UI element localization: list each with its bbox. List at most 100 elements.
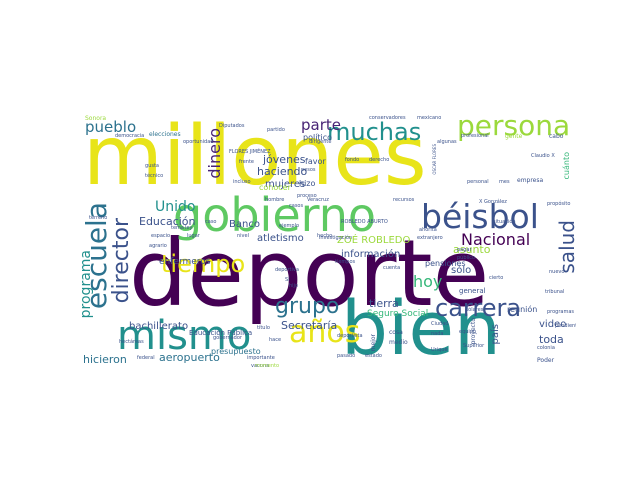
word: programas (547, 309, 575, 315)
word: conocer (259, 183, 291, 192)
word: persona (457, 110, 571, 142)
word: hombre (265, 197, 285, 203)
word: tema (171, 225, 184, 231)
word: Banco (229, 219, 260, 230)
word: agrario (149, 243, 167, 249)
word: general (459, 287, 486, 295)
word: incluso (233, 179, 251, 185)
word: algunas (437, 139, 457, 145)
word: mes (499, 179, 510, 185)
word: estado (365, 353, 382, 359)
word: gobierno (173, 188, 377, 242)
word: elecciones (149, 131, 181, 138)
word: espacio (151, 233, 171, 239)
word: Educación (139, 215, 196, 228)
word: grupo (275, 294, 340, 319)
word: muchas (327, 118, 422, 146)
word: tribunal (545, 289, 565, 295)
word: Superior (463, 343, 485, 349)
word: gobernador (213, 335, 242, 341)
word: haciendo (257, 165, 308, 178)
word: hoy (413, 272, 443, 291)
word: Secretaría (281, 319, 338, 332)
word: investigación (319, 235, 353, 241)
word: empresa (517, 177, 544, 184)
word: Ciudad (431, 321, 449, 327)
word: hijo (289, 283, 299, 289)
word: ZOÉ ROBLEDO (337, 235, 411, 246)
word: gente (505, 133, 523, 140)
word: nuevo (549, 269, 565, 275)
word: salud (555, 220, 576, 274)
word: ley (185, 225, 193, 231)
word: video (539, 319, 567, 330)
word: deportista (337, 333, 363, 339)
word: dólares (465, 307, 484, 313)
word: director (109, 218, 134, 304)
word: público (457, 255, 476, 261)
word: años (289, 315, 361, 350)
word: ahorita (419, 227, 437, 233)
word: equipo (459, 329, 477, 335)
word: Diputados (219, 123, 245, 129)
word: ejemplo (279, 223, 300, 229)
word: colonia (537, 345, 555, 351)
word: Urique (431, 347, 448, 353)
word: nada (431, 331, 444, 337)
word: cosa (389, 329, 403, 336)
word: pendiente (555, 323, 576, 329)
word: ROBLEDO ABURTO (341, 219, 388, 225)
word: nivel (237, 233, 249, 239)
word: OSCAR FLORES (432, 144, 437, 175)
word: lugar (187, 233, 200, 239)
word: terreno (89, 215, 108, 221)
word: proceso (297, 193, 317, 199)
word: favor (305, 157, 326, 166)
word: mejor (370, 334, 377, 352)
word: oportunidad (183, 139, 214, 145)
word: Nacional (461, 230, 531, 249)
word: millones (83, 110, 427, 204)
word: partido (267, 127, 285, 133)
word: medio (389, 339, 408, 346)
word: pesos (301, 167, 316, 173)
word-cloud: deporte millones bien gobierno béisbol m… (79, 110, 576, 378)
word: gusta (145, 163, 159, 169)
word: deportiva (275, 267, 299, 273)
word: fondo (345, 157, 360, 163)
word: tierra (369, 297, 399, 310)
word: Educación Pública (189, 329, 253, 337)
word: béisbol (421, 197, 539, 236)
word: extranjero (417, 235, 443, 241)
word: hace (269, 337, 282, 343)
word: toda (539, 333, 564, 346)
word: deporte (129, 220, 490, 327)
word: propósito (547, 201, 571, 207)
word: hectáreas (119, 339, 144, 345)
word: Claudio X (531, 153, 555, 159)
word: democracia (115, 133, 145, 139)
word: cierto (489, 275, 504, 281)
word: país (490, 324, 501, 345)
word: sólo (451, 265, 472, 276)
word: frente (239, 159, 254, 165)
word: reunión (507, 305, 538, 314)
word: jóvenes (263, 153, 306, 166)
word: cuenta (383, 265, 401, 271)
word: pueblo (85, 118, 137, 136)
word: FLORES JIMÉNEZ (229, 149, 271, 155)
word: parte (301, 116, 341, 134)
word: conservadores (369, 115, 406, 121)
word: pagar (457, 247, 472, 253)
word: enfermeros (159, 257, 211, 267)
word: mismo (117, 313, 252, 359)
word: bien (341, 286, 501, 372)
word: importante (247, 355, 275, 361)
word: programa (79, 250, 94, 319)
word: Poder (537, 357, 555, 364)
word: momento (255, 363, 280, 369)
word: proyecto (470, 318, 477, 345)
word: caso (205, 219, 217, 225)
word: título (257, 325, 270, 331)
word: atletismo (257, 233, 304, 244)
